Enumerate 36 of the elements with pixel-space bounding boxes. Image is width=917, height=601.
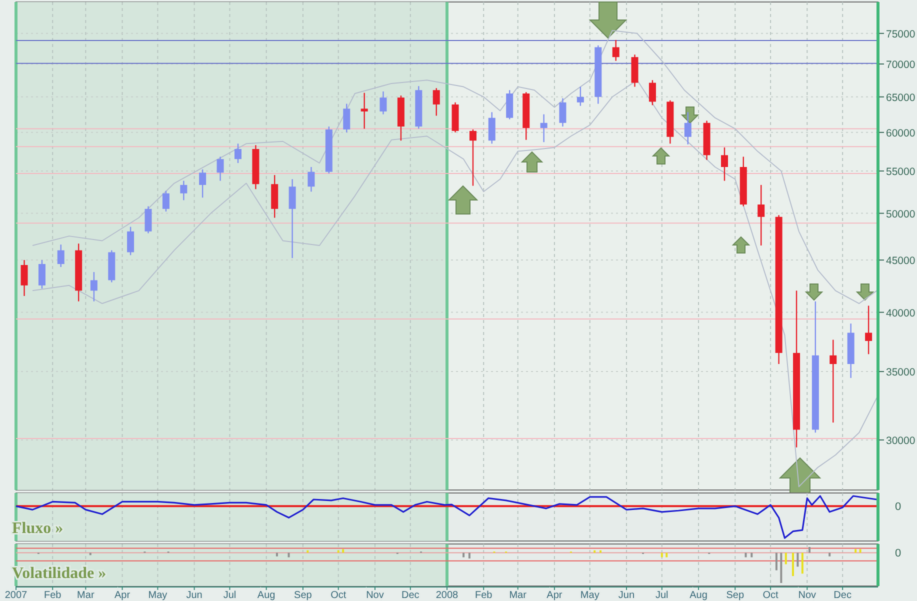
x-tick-label: Mar xyxy=(509,590,528,601)
y-tick-label: 75000 xyxy=(886,28,916,40)
x-tick-label: 2007 xyxy=(4,590,28,601)
x-tick-label: Dec xyxy=(401,590,420,601)
x-tick-label: Dec xyxy=(834,590,852,601)
y-tick-label: 45000 xyxy=(886,255,916,268)
text: 0 xyxy=(895,548,902,560)
x-tick-label: Apr xyxy=(114,590,131,601)
y-tick-label: 35000 xyxy=(886,366,916,379)
x-tick-label: Feb xyxy=(44,590,62,601)
x-tick-label: Mar xyxy=(77,590,95,601)
x-tick-label: Feb xyxy=(474,590,493,601)
y-tick-label: 60000 xyxy=(886,127,916,140)
x-tick-label: 2008 xyxy=(436,590,459,601)
x-tick-label: Apr xyxy=(546,590,563,601)
y-tick-label: 65000 xyxy=(886,92,916,104)
x-tick-label: Jun xyxy=(618,590,635,601)
x-tick-label: Jul xyxy=(656,590,668,601)
y-tick-label: 40000 xyxy=(886,307,916,320)
x-tick-label: Oct xyxy=(330,590,346,601)
y-tick-label: 70000 xyxy=(886,59,916,72)
x-tick-label: Sep xyxy=(726,590,744,601)
x-tick-label: May xyxy=(148,590,168,601)
x-tick-label: Nov xyxy=(798,590,816,601)
x-tick-label: Aug xyxy=(257,590,276,601)
x-tick-label: Oct xyxy=(762,590,779,601)
x-tick-label: Aug xyxy=(690,590,708,601)
x-tick-label: Jun xyxy=(186,590,202,601)
x-tick-label: May xyxy=(580,590,600,601)
x-tick-label: Sep xyxy=(294,590,312,601)
y-tick-label: 50000 xyxy=(886,208,916,220)
text: 0 xyxy=(895,501,902,514)
x-tick-label: Jul xyxy=(223,590,236,601)
x-tick-label: Nov xyxy=(366,590,384,601)
y-tick-label: 55000 xyxy=(886,166,916,178)
y-tick-label: 30000 xyxy=(886,434,916,447)
